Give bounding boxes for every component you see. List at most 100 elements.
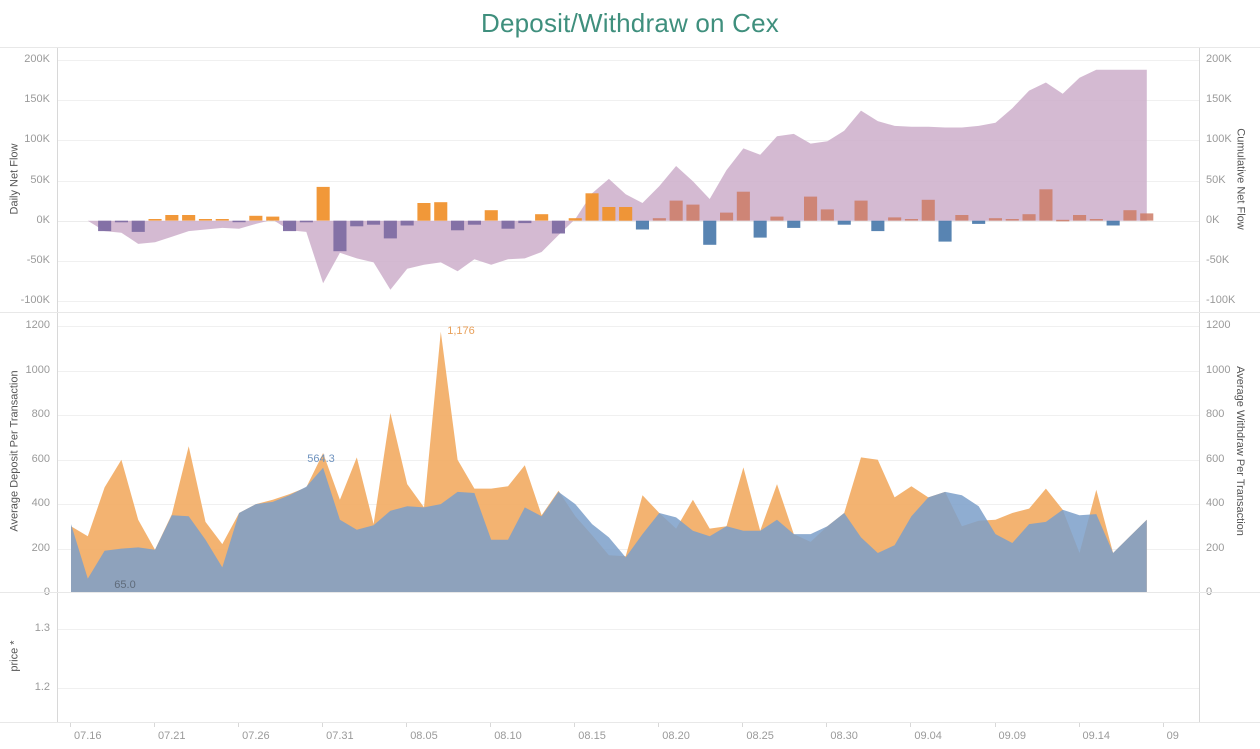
axis-title-average-withdraw: Average Withdraw Per Transaction — [1233, 366, 1246, 536]
x-tick-mark — [490, 723, 492, 727]
net-flow-bar — [131, 220, 145, 232]
x-tick-label: 09.04 — [914, 730, 942, 742]
net-flow-bar — [299, 220, 313, 223]
net-flow-bar — [1073, 215, 1087, 221]
gridline — [58, 459, 1199, 461]
gridline — [58, 687, 1199, 689]
x-tick-label: 07.26 — [242, 730, 270, 742]
gridline — [58, 628, 1199, 630]
net-flow-bar — [451, 220, 465, 231]
net-flow-bar — [955, 215, 969, 221]
net-flow-bar — [165, 215, 179, 221]
x-tick-mark — [1162, 723, 1164, 727]
net-flow-bar — [535, 214, 549, 221]
gridline — [58, 140, 1199, 142]
series-net-flow — [58, 48, 1199, 312]
panel-daily-net-flow: 200K 200K 150K 150K 100K 100K 50K 50K 0K 0K -50K -5… — [0, 47, 1260, 312]
net-flow-bar — [888, 217, 902, 221]
plot-area-average-per-transaction — [57, 313, 1200, 592]
x-tick-mark — [406, 723, 408, 727]
net-flow-bar — [1123, 210, 1137, 221]
y-tick-label: 150K — [1206, 93, 1232, 106]
axis-title-average-deposit: Average Deposit Per Transaction — [8, 370, 21, 532]
y-tick-label: 50K — [30, 173, 50, 186]
gridline — [58, 326, 1199, 328]
net-flow-bar — [232, 220, 246, 223]
gridline — [58, 504, 1199, 506]
y-tick-label: 1000 — [25, 363, 50, 376]
y-tick-label: 200K — [1206, 53, 1232, 65]
y-tick-label: 1200 — [1206, 319, 1231, 332]
x-tick-mark — [70, 723, 71, 727]
y-tick-label: 0K — [36, 213, 50, 226]
net-flow-bar — [518, 220, 532, 224]
x-tick-label: 07.16 — [74, 730, 102, 742]
net-flow-bar — [198, 219, 212, 221]
net-flow-bar — [770, 216, 784, 221]
net-flow-bar — [938, 220, 952, 242]
y-tick-label: 200K — [24, 53, 50, 65]
net-flow-bar — [787, 220, 801, 228]
gridline — [58, 260, 1199, 262]
y-tick-label: 200 — [1206, 541, 1225, 554]
y-tick-label: 150K — [24, 93, 50, 106]
net-flow-bar — [619, 207, 633, 221]
gridline — [58, 60, 1199, 61]
y-tick-label: 100K — [24, 133, 50, 146]
net-flow-bar — [501, 220, 515, 229]
y-tick-label: 100K — [1206, 133, 1232, 146]
net-flow-bar — [568, 218, 582, 221]
y-tick-label: 600 — [1206, 452, 1225, 465]
axis-title-cumulative-net-flow: Cumulative Net Flow — [1234, 127, 1247, 230]
net-flow-bar — [215, 219, 229, 221]
series-average-per-transaction — [58, 313, 1199, 592]
gridlines-price — [58, 593, 1199, 722]
net-flow-bar — [350, 220, 364, 227]
plot-area-price — [57, 593, 1200, 722]
net-flow-bar — [400, 220, 414, 226]
net-flow-bar — [720, 212, 734, 221]
net-flow-bar — [1056, 219, 1070, 222]
net-flow-bar — [283, 220, 297, 232]
x-tick-label: 08.15 — [578, 730, 606, 742]
x-tick-mark — [826, 723, 828, 727]
net-flow-bar — [417, 203, 431, 221]
x-tick-label: 08.05 — [410, 730, 438, 742]
gridline — [58, 100, 1199, 102]
x-tick-label: 08.25 — [746, 730, 774, 742]
net-flow-bar — [804, 196, 818, 221]
net-flow-bar — [1106, 220, 1120, 226]
net-flow-bar — [904, 219, 918, 221]
y-tick-label: -100K — [20, 294, 50, 306]
net-flow-bar — [484, 210, 498, 221]
panel-average-per-transaction: 1200 1200 1000 1000 800 800 600 600 400 400 200 200… — [0, 312, 1260, 598]
y-tick-label: 0K — [1206, 213, 1220, 226]
gridline — [58, 415, 1199, 417]
net-flow-bar — [98, 220, 112, 232]
data-point-annotation: 65.0 — [114, 579, 136, 591]
net-flow-bar — [434, 202, 448, 221]
y-tick-label: 1.2 — [34, 680, 50, 693]
net-flow-bar — [972, 220, 986, 224]
net-flow-bar — [1089, 219, 1103, 221]
y-tick-label: 800 — [1206, 408, 1225, 421]
net-flow-bar — [871, 220, 885, 232]
x-axis: 07.16 07.21 07.26 07.31 08.05 08.10 08.15 08.20… — [0, 722, 1260, 749]
y-tick-label: 1200 — [25, 319, 50, 332]
net-flow-bar — [467, 220, 481, 225]
net-flow-bar — [736, 191, 750, 221]
y-tick-label: 50K — [1206, 173, 1226, 186]
x-tick-label: 07.31 — [326, 730, 354, 742]
net-flow-chart-svg — [71, 69, 1154, 290]
x-tick-mark — [574, 723, 576, 727]
y-tick-label: 400 — [31, 497, 50, 510]
gridline — [58, 180, 1199, 182]
y-tick-label: -100K — [1206, 294, 1236, 306]
x-tick-mark — [742, 723, 744, 727]
x-tick-mark — [154, 723, 155, 727]
x-tick-mark — [994, 723, 996, 727]
y-tick-label: 600 — [31, 452, 50, 465]
x-tick-mark — [322, 723, 324, 727]
axis-title-daily-net-flow: Daily Net Flow — [7, 143, 20, 214]
